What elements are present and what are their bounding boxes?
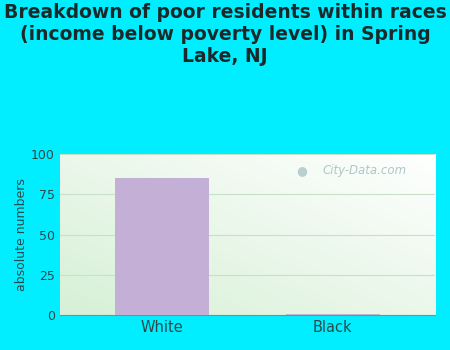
Text: ●: ●	[296, 163, 307, 177]
Bar	[115, 178, 209, 315]
Text: City-Data.com: City-Data.com	[322, 163, 406, 177]
Bar	[286, 314, 379, 315]
Text: Breakdown of poor residents within races
(income below poverty level) in Spring
: Breakdown of poor residents within races…	[4, 4, 446, 66]
Y-axis label: absolute numbers: absolute numbers	[15, 178, 28, 291]
